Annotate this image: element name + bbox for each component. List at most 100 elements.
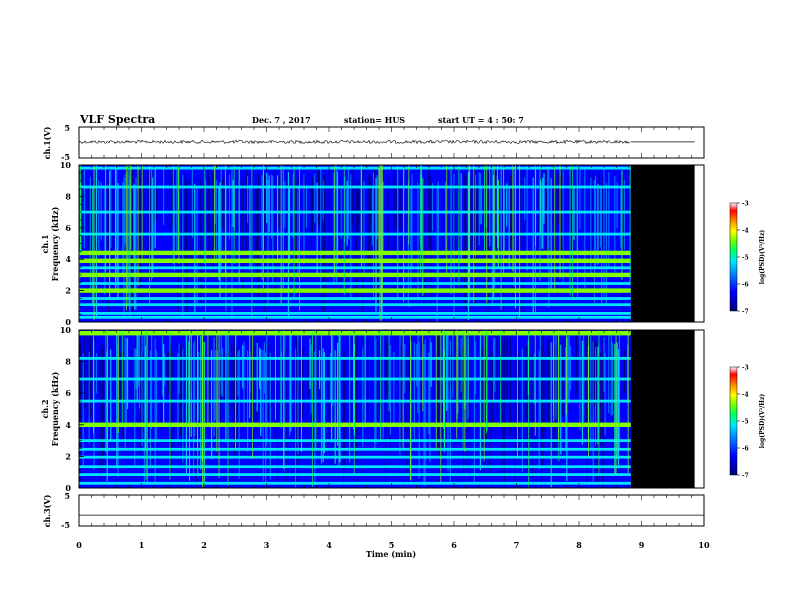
ch2-spectrogram-texture <box>350 353 352 443</box>
ch1-spectrogram-texture <box>232 179 234 227</box>
ch1-spectrogram-spike <box>141 165 143 264</box>
ch1-spectrogram-texture <box>91 172 93 271</box>
ch1-spectrogram-texture <box>560 177 562 256</box>
ch2-spectrogram-spike <box>566 330 568 414</box>
ch1-spectrogram-texture <box>369 176 371 285</box>
ch2-spectrogram-spike <box>588 330 589 456</box>
ch1-spectrogram-texture <box>209 182 211 249</box>
ch2-spectrogram-texture <box>178 343 180 394</box>
ch1-spectrogram-texture <box>247 176 249 223</box>
ch2-spectrogram-texture <box>507 331 509 482</box>
ch1-spectrogram-texture <box>275 185 277 224</box>
ch1-spectrogram-texture <box>430 181 432 304</box>
ch2-spectrogram-texture <box>272 331 274 399</box>
ch2-spectrogram-ytick-label: 6 <box>65 388 71 398</box>
ch1-spectrogram-texture <box>116 167 118 286</box>
ch1-spectrogram-texture <box>562 170 564 286</box>
ch2-spectrogram-texture <box>511 350 513 422</box>
ch2-spectrogram-spike <box>301 330 302 453</box>
ch2-spectrogram-texture <box>623 349 625 394</box>
ch1-spectrogram-texture <box>598 171 600 262</box>
ch2-spectrogram-texture <box>496 336 498 414</box>
ch1-spectrogram-texture <box>217 188 219 300</box>
ch2-spectrogram-texture <box>244 338 246 472</box>
ch1-spectrogram-texture <box>488 171 490 319</box>
ch2-spectrogram-texture <box>159 343 161 440</box>
ch1-spectrogram-texture <box>533 187 535 305</box>
ch1-spectrogram-spike <box>534 165 536 312</box>
ch2-spectrogram-texture <box>187 336 189 403</box>
ch2-spectrogram-texture <box>82 353 84 466</box>
ch2-spectrogram-texture <box>111 332 113 475</box>
ch2-spectrogram-texture <box>525 344 527 419</box>
ch2-spectrogram-texture <box>319 350 321 389</box>
ch1-spectrogram-ytick-label: 0 <box>65 317 71 327</box>
ch3-voltage-panel: ch.3(V) 5 -5 0 1 2 3 4 5 6 7 8 9 10 Time (min) <box>42 491 710 559</box>
ch2-spectrogram-texture <box>369 339 371 483</box>
ch2-spectrogram-spike <box>227 330 229 487</box>
ch2-spectrogram-texture <box>289 330 291 437</box>
ch2-spectrogram-image <box>79 330 695 488</box>
ch2-spectrogram-texture <box>427 347 429 420</box>
ch1-spectrogram-texture <box>194 183 196 314</box>
ch2-spectrogram-texture <box>622 338 624 425</box>
ch1-colorbar: log(PSD)(V²/Hz) -3 -4 -5 -6 -7 <box>729 201 766 316</box>
ch2-spectrogram-texture <box>224 351 226 402</box>
ch2-spectrogram-texture <box>181 349 183 465</box>
ch2-spectrogram-texture <box>153 344 155 484</box>
ch2-spectrogram-texture <box>119 352 121 400</box>
ch2-spectrogram-texture <box>481 351 483 462</box>
ch2-spectrogram-texture <box>581 340 583 445</box>
ch2-spectrogram-texture <box>307 351 309 441</box>
ch1-spectrogram-texture <box>285 170 287 244</box>
ch1-spectrogram-texture <box>277 175 279 261</box>
ch2-spectrogram-texture <box>523 336 525 428</box>
ch1-spectrogram-texture <box>323 174 325 317</box>
ch2-spectrogram-texture <box>118 352 120 419</box>
ch2-spectrogram-texture <box>419 352 421 442</box>
ch1-spectrogram-texture <box>621 170 623 280</box>
ch1-spectrogram-texture <box>548 168 550 308</box>
ch2-spectrogram-texture <box>549 344 551 479</box>
ch2-spectrogram-spike <box>107 330 108 450</box>
ch1-spectrogram-texture <box>122 182 124 276</box>
ch1-spectrogram-texture <box>362 165 364 316</box>
ch1-spectrogram-colorbar-tick-label: -3 <box>742 201 749 208</box>
ch2-spectrogram-texture <box>163 343 165 423</box>
ch2-spectrogram-colorbar-tick-label: -3 <box>742 365 749 372</box>
ch1-spectrogram-spike <box>569 165 571 296</box>
ch1-spectrogram-texture <box>538 184 540 253</box>
ch2-spectrogram-texture <box>188 341 190 426</box>
ch1-spectrogram-ytick-label: 2 <box>65 286 71 296</box>
ch1-spectrogram-texture <box>206 174 208 223</box>
ch1-spectrogram-texture <box>596 170 598 270</box>
ch2-spectrogram-texture <box>325 350 327 440</box>
ch2-spectrogram-texture <box>238 349 240 479</box>
ch2-spectrogram-texture <box>478 341 480 469</box>
ch2-spectrogram-texture <box>347 331 349 466</box>
ch1-spectrogram-texture <box>589 167 591 297</box>
ch1-spectrogram-texture <box>225 187 227 312</box>
ch2-spectrogram-texture <box>286 350 288 444</box>
ch1-spectrogram-texture <box>290 182 292 266</box>
ch1-spectrogram-texture <box>131 165 133 319</box>
ch2-spectrogram-texture <box>545 338 547 472</box>
ch2-spectrogram-spike <box>618 330 620 451</box>
ch1-spectrogram-texture <box>236 175 238 272</box>
ch2-spectrogram-ytick-label: 4 <box>65 420 71 430</box>
ch2-spectrogram-texture <box>293 352 295 394</box>
ch2-spectrogram-texture <box>585 336 587 428</box>
ch2-spectrogram-texture <box>285 346 287 483</box>
ch1-spectrogram-texture <box>292 173 294 238</box>
ch2-spectrogram-texture <box>602 338 604 488</box>
ch2-spectrogram-texture <box>425 349 427 440</box>
ch2-spectrogram-texture <box>277 350 279 484</box>
ch1-spectrogram-texture <box>521 182 523 255</box>
ch2-spectrogram-texture <box>531 352 533 478</box>
ch1-spectrogram-texture <box>200 179 202 303</box>
ch1-spectrogram-texture <box>221 179 223 229</box>
ch2-channel-label: ch.2 <box>40 399 50 418</box>
ch1-spectrogram-texture <box>265 170 267 221</box>
x-tick-label: 3 <box>264 540 270 550</box>
